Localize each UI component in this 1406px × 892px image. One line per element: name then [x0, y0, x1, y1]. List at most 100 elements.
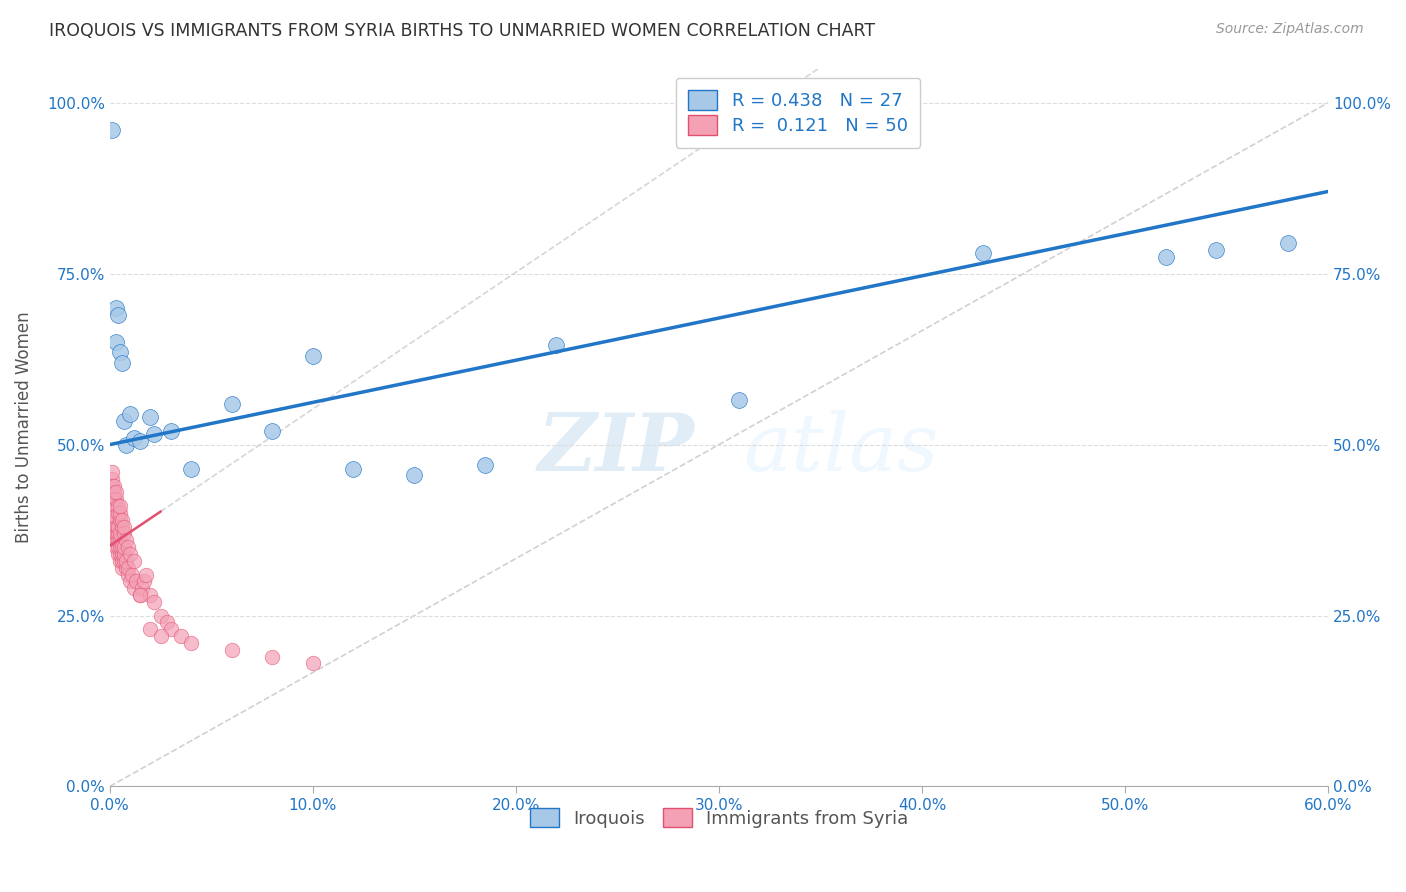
Point: [221, 642, 243, 657]
Point: [117, 567, 139, 582]
Point: [262, 424, 284, 438]
Point: [111, 560, 134, 574]
Point: [101, 472, 124, 486]
Point: [1154, 250, 1177, 264]
Point: [120, 574, 142, 589]
Point: [112, 554, 135, 568]
Point: [115, 437, 138, 451]
Point: [122, 554, 145, 568]
Point: [115, 560, 138, 574]
Point: [121, 567, 143, 582]
Point: [180, 461, 202, 475]
Point: [107, 533, 129, 548]
Point: [108, 513, 131, 527]
Point: [120, 547, 142, 561]
Point: [108, 533, 131, 548]
Point: [101, 123, 124, 137]
Point: [101, 519, 124, 533]
Point: [221, 396, 243, 410]
Text: ZIP: ZIP: [537, 410, 695, 488]
Point: [104, 533, 127, 548]
Point: [159, 622, 181, 636]
Point: [104, 492, 127, 507]
Point: [108, 540, 131, 554]
Point: [120, 407, 142, 421]
Point: [103, 530, 125, 544]
Point: [972, 246, 994, 260]
Point: [104, 499, 127, 513]
Point: [104, 301, 127, 315]
Point: [107, 506, 129, 520]
Point: [1205, 243, 1227, 257]
Point: [117, 560, 139, 574]
Point: [149, 629, 172, 643]
Point: [108, 554, 131, 568]
Point: [103, 485, 125, 500]
Point: [107, 519, 129, 533]
Point: [474, 458, 496, 472]
Point: [135, 567, 157, 582]
Point: [139, 410, 162, 425]
Point: [111, 540, 134, 554]
Point: [404, 468, 426, 483]
Point: [107, 499, 129, 513]
Point: [103, 509, 125, 524]
Point: [107, 540, 129, 554]
Point: [101, 513, 124, 527]
Point: [170, 629, 193, 643]
Point: [112, 526, 135, 541]
Point: [103, 478, 125, 492]
Point: [342, 461, 364, 475]
Point: [143, 595, 166, 609]
Point: [103, 492, 125, 507]
Y-axis label: Births to Unmarried Women: Births to Unmarried Women: [15, 311, 32, 543]
Point: [129, 588, 152, 602]
Point: [112, 414, 135, 428]
Point: [112, 540, 135, 554]
Point: [108, 499, 131, 513]
Point: [111, 554, 134, 568]
Point: [103, 516, 125, 531]
Point: [262, 649, 284, 664]
Point: [139, 622, 162, 636]
Point: [115, 554, 138, 568]
Point: [125, 574, 148, 589]
Text: Source: ZipAtlas.com: Source: ZipAtlas.com: [1216, 22, 1364, 37]
Point: [108, 526, 131, 541]
Point: [112, 519, 135, 533]
Point: [111, 513, 134, 527]
Point: [139, 588, 162, 602]
Point: [112, 547, 135, 561]
Point: [104, 540, 127, 554]
Point: [134, 574, 156, 589]
Point: [122, 581, 145, 595]
Point: [101, 465, 124, 479]
Point: [104, 334, 127, 349]
Point: [149, 608, 172, 623]
Point: [728, 393, 751, 408]
Point: [180, 636, 202, 650]
Point: [301, 657, 323, 671]
Point: [546, 338, 568, 352]
Point: [131, 581, 153, 595]
Point: [122, 431, 145, 445]
Point: [111, 519, 134, 533]
Point: [129, 434, 152, 449]
Point: [1277, 235, 1299, 250]
Legend: Iroquois, Immigrants from Syria: Iroquois, Immigrants from Syria: [523, 800, 915, 835]
Point: [111, 547, 134, 561]
Point: [108, 547, 131, 561]
Point: [111, 355, 134, 369]
Text: IROQUOIS VS IMMIGRANTS FROM SYRIA BIRTHS TO UNMARRIED WOMEN CORRELATION CHART: IROQUOIS VS IMMIGRANTS FROM SYRIA BIRTHS…: [49, 22, 876, 40]
Point: [107, 547, 129, 561]
Point: [103, 523, 125, 537]
Point: [115, 533, 138, 548]
Point: [143, 427, 166, 442]
Point: [108, 506, 131, 520]
Point: [101, 478, 124, 492]
Point: [117, 540, 139, 554]
Point: [107, 526, 129, 541]
Point: [159, 424, 181, 438]
Text: atlas: atlas: [744, 410, 939, 488]
Point: [301, 349, 323, 363]
